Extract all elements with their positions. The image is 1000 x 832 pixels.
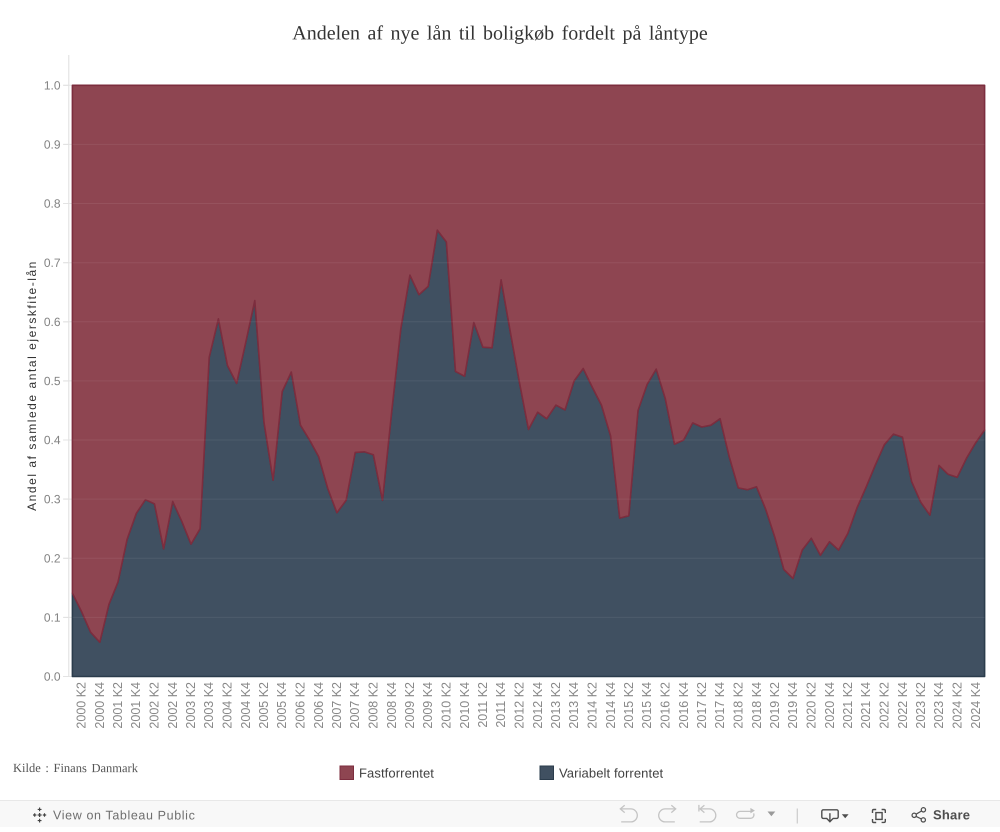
svg-text:2010 K2: 2010 K2 — [440, 682, 454, 729]
svg-text:Share: Share — [933, 807, 970, 822]
svg-text:2011 K4: 2011 K4 — [494, 682, 508, 728]
svg-text:2008 K2: 2008 K2 — [367, 682, 381, 729]
svg-text:2022 K2: 2022 K2 — [878, 682, 892, 729]
svg-text:2015 K2: 2015 K2 — [622, 682, 636, 729]
svg-text:2011 K2: 2011 K2 — [476, 682, 490, 728]
svg-text:2015 K4: 2015 K4 — [640, 682, 654, 729]
svg-text:2007 K2: 2007 K2 — [330, 682, 344, 729]
svg-text:2017 K2: 2017 K2 — [695, 682, 709, 729]
svg-text:2020 K4: 2020 K4 — [823, 682, 837, 729]
svg-text:2014 K4: 2014 K4 — [604, 682, 618, 729]
svg-text:2013 K4: 2013 K4 — [567, 682, 581, 729]
svg-text:2005 K4: 2005 K4 — [275, 682, 289, 729]
svg-text:2019 K2: 2019 K2 — [768, 682, 782, 729]
svg-text:2022 K4: 2022 K4 — [896, 682, 910, 729]
svg-text:2016 K2: 2016 K2 — [659, 682, 673, 729]
svg-text:2006 K2: 2006 K2 — [294, 682, 308, 729]
svg-text:2020 K2: 2020 K2 — [805, 682, 819, 729]
svg-text:2013 K2: 2013 K2 — [549, 682, 563, 729]
svg-text:0.9: 0.9 — [44, 138, 61, 152]
svg-text:2008 K4: 2008 K4 — [385, 682, 399, 729]
svg-text:2021 K4: 2021 K4 — [859, 682, 873, 729]
svg-text:0.6: 0.6 — [44, 315, 61, 329]
svg-text:Fastforrentet: Fastforrentet — [359, 766, 434, 781]
svg-text:2001 K4: 2001 K4 — [129, 682, 143, 729]
svg-text:2023 K4: 2023 K4 — [932, 682, 946, 729]
svg-text:2003 K4: 2003 K4 — [202, 682, 216, 729]
svg-text:2002 K2: 2002 K2 — [148, 682, 162, 729]
svg-text:Kilde : Finans Danmark: Kilde : Finans Danmark — [13, 761, 139, 775]
svg-text:2023 K2: 2023 K2 — [914, 682, 928, 729]
svg-text:0.3: 0.3 — [44, 492, 61, 506]
svg-text:2007 K4: 2007 K4 — [348, 682, 362, 729]
svg-text:2018 K2: 2018 K2 — [732, 682, 746, 729]
svg-text:2021 K2: 2021 K2 — [841, 682, 855, 729]
svg-text:2000 K2: 2000 K2 — [75, 682, 89, 729]
svg-text:2024 K2: 2024 K2 — [951, 682, 965, 729]
svg-text:2012 K2: 2012 K2 — [513, 682, 527, 729]
svg-text:1.0: 1.0 — [44, 78, 61, 92]
svg-text:2002 K4: 2002 K4 — [166, 682, 180, 729]
svg-text:Andel af samlede antal ejerskf: Andel af samlede antal ejerskfite-lån — [25, 260, 39, 511]
svg-text:0.1: 0.1 — [44, 611, 61, 625]
svg-text:2010 K4: 2010 K4 — [458, 682, 472, 729]
svg-text:2006 K4: 2006 K4 — [312, 682, 326, 729]
svg-text:0.5: 0.5 — [44, 374, 61, 388]
svg-text:2018 K4: 2018 K4 — [750, 682, 764, 729]
svg-text:0.7: 0.7 — [44, 256, 61, 270]
svg-text:2014 K2: 2014 K2 — [586, 682, 600, 729]
svg-text:2009 K2: 2009 K2 — [403, 682, 417, 729]
svg-text:2000 K4: 2000 K4 — [93, 682, 107, 729]
svg-text:2024 K4: 2024 K4 — [969, 682, 983, 729]
svg-text:2001 K2: 2001 K2 — [111, 682, 125, 729]
svg-text:2003 K2: 2003 K2 — [184, 682, 198, 729]
svg-text:2009 K4: 2009 K4 — [421, 682, 435, 729]
svg-text:2016 K4: 2016 K4 — [677, 682, 691, 729]
svg-text:View on Tableau Public: View on Tableau Public — [53, 808, 195, 822]
svg-text:2005 K2: 2005 K2 — [257, 682, 271, 729]
svg-text:Andelen af nye lån til boligkø: Andelen af nye lån til boligkøb fordelt … — [292, 22, 708, 44]
svg-text:Variabelt forrentet: Variabelt forrentet — [559, 766, 664, 781]
svg-text:2012 K4: 2012 K4 — [531, 682, 545, 729]
svg-text:0.2: 0.2 — [44, 551, 61, 565]
svg-text:2019 K4: 2019 K4 — [786, 682, 800, 729]
svg-text:2004 K4: 2004 K4 — [239, 682, 253, 729]
svg-text:0.0: 0.0 — [44, 670, 61, 684]
svg-text:0.4: 0.4 — [44, 433, 61, 447]
svg-text:2017 K4: 2017 K4 — [713, 682, 727, 729]
svg-text:2004 K2: 2004 K2 — [221, 682, 235, 729]
svg-text:0.8: 0.8 — [44, 197, 61, 211]
